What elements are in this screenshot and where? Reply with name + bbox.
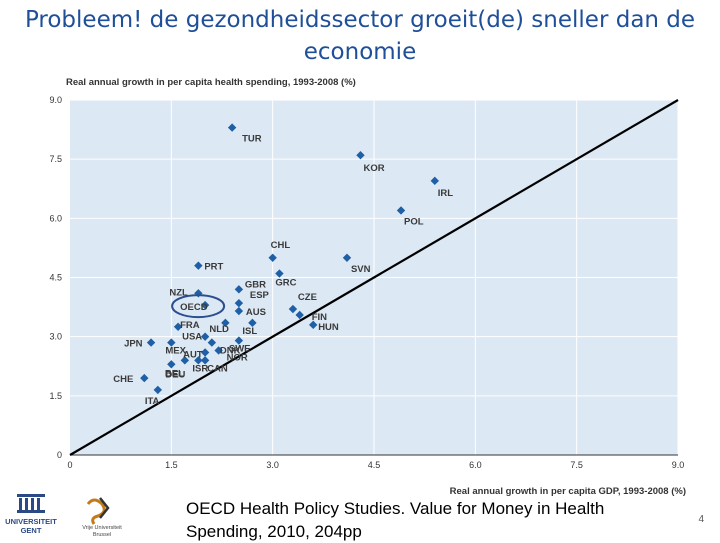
x-tick-label: 6.0 <box>469 460 482 470</box>
point-label-prt: PRT <box>204 262 223 273</box>
point-label-usa: USA <box>182 332 202 343</box>
y-tick-label: 0 <box>57 450 62 460</box>
ugent-logo: UNIVERSITEIT GENT <box>3 492 59 538</box>
x-tick-label: 1.5 <box>165 460 178 470</box>
equal-growth-line <box>69 99 679 456</box>
point-svn <box>342 253 352 262</box>
point-swe <box>234 336 244 345</box>
point-fra <box>173 322 183 332</box>
point-label-bel: BEL <box>165 368 184 379</box>
point-prt <box>194 261 203 270</box>
point-esp <box>234 298 244 308</box>
point-label-pol: POL <box>404 216 424 227</box>
point-chl <box>268 253 277 262</box>
point-hun <box>309 320 318 330</box>
point-label-isl: ISL <box>242 326 257 337</box>
point-isl <box>248 318 257 328</box>
x-tick-label: 4.5 <box>368 460 381 470</box>
oecd-highlight-ellipse <box>171 294 226 319</box>
point-label-fin: FIN <box>312 312 327 323</box>
point-tur <box>227 123 237 132</box>
point-deu <box>167 360 176 369</box>
point-ita <box>153 385 163 395</box>
point-label-kor: KOR <box>363 163 384 174</box>
y-tick-label: 7.5 <box>49 154 62 164</box>
point-che <box>140 373 149 383</box>
x-tick-label: 3.0 <box>266 460 279 470</box>
vub-logo-line1: Vrije Universiteit <box>82 525 122 531</box>
y-tick-label: 4.5 <box>49 273 62 283</box>
point-aus <box>234 306 244 316</box>
point-grc <box>275 269 284 278</box>
point-label-nor: NOR <box>227 352 248 363</box>
point-label-aut: AUT <box>183 349 203 360</box>
x-tick-label: 0 <box>67 460 72 470</box>
slide-title: Probleem! de gezondheidssector groeit(de… <box>24 7 696 65</box>
point-label-gbr: GBR <box>245 279 266 290</box>
point-irl <box>430 176 439 186</box>
point-fin <box>295 310 304 320</box>
vub-logo: Vrije Universiteit Brussel <box>74 494 130 538</box>
point-label-dnk: DNK <box>220 346 241 357</box>
point-label-aus: AUS <box>246 307 266 318</box>
y-tick-label: 9.0 <box>49 95 62 105</box>
point-kor <box>356 151 365 160</box>
data-points <box>140 123 439 395</box>
point-bel <box>180 356 190 365</box>
point-nld <box>221 318 230 328</box>
point-label-irl: IRL <box>438 188 454 199</box>
diagonal-line <box>69 99 679 456</box>
point-label-deu: DEU <box>165 369 185 380</box>
point-gbr <box>234 285 244 294</box>
point-label-cze: CZE <box>298 292 317 303</box>
point-label-mex: MEX <box>165 346 186 357</box>
point-label-nld: NLD <box>209 324 229 335</box>
point-can <box>200 356 210 365</box>
vub-logo-line2: Brussel <box>93 532 111 538</box>
x-tick-label: 9.0 <box>672 460 685 470</box>
point-label-jpn: JPN <box>124 339 143 350</box>
point-isr <box>194 356 203 365</box>
source-citation: OECD Health Policy Studies. Value for Mo… <box>186 499 605 541</box>
point-nor <box>214 346 223 355</box>
point-label-swe: SWE <box>229 344 251 355</box>
point-mex <box>167 338 176 347</box>
y-tick-label: 1.5 <box>49 391 62 401</box>
point-label-isr: ISR <box>192 363 208 374</box>
point-label-tur: TUR <box>242 134 262 145</box>
point-label-esp: ESP <box>250 290 270 301</box>
point-oecd <box>200 300 210 310</box>
y-tick-label: 3.0 <box>49 332 62 342</box>
y-tick-label: 6.0 <box>49 213 62 223</box>
point-label-ita: ITA <box>145 396 160 407</box>
point-label-can: CAN <box>207 363 228 374</box>
point-cze <box>288 304 298 314</box>
point-label-che: CHE <box>113 374 133 385</box>
ugent-logo-line1: UNIVERSITEIT <box>5 517 57 526</box>
point-label-grc: GRC <box>275 278 296 289</box>
x-tick-label: 7.5 <box>570 460 583 470</box>
point-aut <box>200 348 210 357</box>
highlight-ring <box>171 294 226 319</box>
point-labels: TUR KOR IRL POL CHL SVN PRT GRC GBR NZL ESP OECD CZE… <box>113 134 453 407</box>
point-jpn <box>146 338 156 347</box>
tick-labels: 0 1.5 3.0 4.5 6.0 7.5 9.0 0 1.5 3.0 4.5 6.0 7.5 9.0 <box>49 95 684 470</box>
ugent-logo-line2: GENT <box>21 526 42 535</box>
point-pol <box>396 206 406 215</box>
point-label-chl: CHL <box>271 240 291 251</box>
x-axis-label: Real annual growth in per capita GDP, 19… <box>450 486 686 497</box>
point-label-svn: SVN <box>351 264 371 275</box>
point-label-hun: HUN <box>318 322 339 333</box>
point-label-oecd: OECD <box>180 302 208 313</box>
point-label-nzl: NZL <box>169 287 188 298</box>
point-usa <box>200 332 210 341</box>
chart-title: Real annual growth in per capita health … <box>66 77 356 88</box>
point-dnk <box>207 338 217 347</box>
page-number: 4 <box>698 514 704 525</box>
point-label-fra: FRA <box>180 320 200 331</box>
